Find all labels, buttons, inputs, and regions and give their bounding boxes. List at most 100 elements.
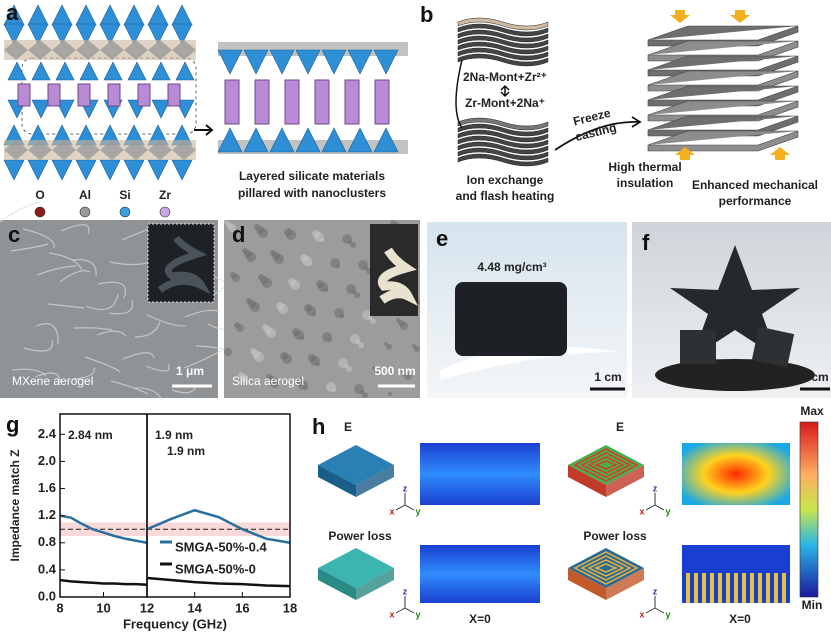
pillar bbox=[167, 83, 181, 107]
octahedron bbox=[172, 140, 196, 160]
grain bbox=[232, 274, 240, 282]
cross-section bbox=[420, 443, 540, 505]
polyhedron bbox=[75, 23, 97, 45]
grain bbox=[350, 242, 356, 248]
tolerance-band bbox=[147, 522, 290, 536]
panel-label: a bbox=[6, 0, 19, 25]
fiber bbox=[72, 367, 95, 380]
polyhedron bbox=[147, 23, 169, 45]
note: performance bbox=[719, 194, 792, 208]
grain bbox=[300, 336, 304, 340]
fin bbox=[750, 573, 754, 603]
y-tick-label: 1.6 bbox=[38, 480, 56, 495]
grain bbox=[246, 252, 256, 262]
polyhedron bbox=[151, 99, 171, 119]
polyhedron bbox=[269, 127, 295, 153]
fiber bbox=[48, 252, 83, 271]
step-label: Ion exchange bbox=[467, 173, 544, 187]
fiber bbox=[184, 309, 221, 318]
polyhedron bbox=[75, 159, 97, 181]
y-tick-label: 2.4 bbox=[38, 426, 57, 441]
triad-label: x bbox=[639, 609, 644, 619]
annotation: 1.9 nm bbox=[167, 444, 205, 458]
polyhedron bbox=[51, 4, 73, 26]
arrow bbox=[500, 84, 510, 98]
aerogel-layer bbox=[647, 130, 799, 152]
fiber bbox=[97, 281, 126, 299]
fiber bbox=[71, 258, 97, 277]
legend-label: Si bbox=[119, 188, 130, 202]
grain bbox=[340, 314, 344, 318]
grain bbox=[316, 362, 320, 366]
octahedron bbox=[100, 40, 124, 60]
fin bbox=[742, 573, 746, 603]
fin bbox=[686, 573, 690, 603]
simulations: z x y z x y z x y z x y bbox=[318, 421, 819, 619]
sheet bbox=[457, 29, 549, 43]
fiber bbox=[35, 323, 59, 345]
fiber bbox=[10, 243, 49, 252]
caption: Layered silicate materials bbox=[239, 169, 385, 183]
fiber bbox=[47, 303, 85, 309]
force-arrow bbox=[670, 10, 690, 23]
ring bbox=[587, 559, 625, 577]
triad-label: y bbox=[665, 506, 670, 516]
polyhedron bbox=[99, 159, 121, 181]
grain bbox=[404, 372, 412, 380]
step-label: and flash heating bbox=[456, 189, 555, 203]
fiber bbox=[36, 265, 77, 276]
fiber bbox=[122, 352, 155, 360]
scale-bar-label: 1 cm bbox=[801, 370, 828, 384]
sheet bbox=[457, 117, 549, 131]
grain bbox=[358, 342, 364, 348]
slab-side bbox=[356, 568, 394, 600]
triad-label: y bbox=[415, 609, 420, 619]
x-tick-label: 18 bbox=[283, 600, 297, 615]
octahedron bbox=[52, 140, 76, 160]
fiber bbox=[73, 327, 113, 331]
note: insulation bbox=[617, 176, 674, 190]
legend-atom bbox=[34, 206, 46, 218]
triad bbox=[395, 596, 415, 614]
polyhedron bbox=[27, 159, 49, 181]
polyhedron bbox=[373, 127, 399, 153]
sheet bbox=[457, 153, 549, 167]
x-tick-label: 14 bbox=[187, 600, 202, 615]
fin bbox=[782, 573, 786, 603]
x-tick-label: 8 bbox=[56, 600, 63, 615]
sheet bbox=[457, 41, 549, 55]
scale-bar-label: 500 nm bbox=[374, 364, 415, 378]
octahedron bbox=[124, 140, 148, 160]
panel-label: h bbox=[312, 414, 325, 439]
grain bbox=[286, 230, 296, 240]
polyhedron bbox=[75, 4, 97, 26]
polyhedron bbox=[171, 159, 193, 181]
grain bbox=[332, 388, 336, 392]
annotation: 2.84 nm bbox=[68, 428, 113, 442]
triad bbox=[645, 493, 665, 511]
triad-label: x bbox=[639, 506, 644, 516]
sheet bbox=[457, 147, 549, 161]
grain bbox=[270, 378, 280, 388]
octahedron bbox=[4, 140, 28, 160]
chart: 8 10 0.0 0.4 0.8 1.2 1.6 2.0 2.4 Impedance match … bbox=[8, 413, 297, 631]
sheet bbox=[457, 23, 549, 37]
grain bbox=[290, 280, 300, 290]
ring bbox=[593, 563, 619, 573]
fiber bbox=[146, 314, 187, 327]
field-label: E bbox=[616, 420, 624, 434]
panel-label: e bbox=[436, 226, 448, 251]
grain bbox=[328, 338, 332, 342]
fiber bbox=[59, 270, 91, 283]
pillar bbox=[314, 79, 330, 125]
legend-label: SMGA-50%-0 bbox=[175, 561, 256, 576]
panel-label: f bbox=[642, 230, 650, 255]
triad-label: z bbox=[653, 483, 658, 493]
y-tick-label: 0.8 bbox=[38, 534, 56, 549]
polyhedron bbox=[321, 127, 347, 153]
fiber bbox=[183, 349, 223, 369]
polyhedron bbox=[295, 49, 321, 75]
grain bbox=[308, 262, 312, 266]
y-tick-label: 2.0 bbox=[38, 453, 56, 468]
